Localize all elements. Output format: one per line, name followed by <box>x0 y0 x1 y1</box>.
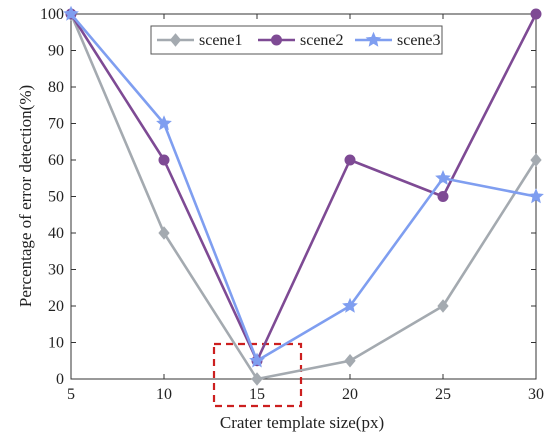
data-point-scene2 <box>530 8 542 20</box>
data-point-scene2 <box>158 154 170 166</box>
data-point-scene3 <box>156 115 172 131</box>
plot-series <box>63 5 544 386</box>
legend-box <box>150 25 443 55</box>
data-point-scene2 <box>344 154 356 166</box>
y-tick-label: 10 <box>48 335 64 352</box>
y-tick-label: 100 <box>40 6 64 23</box>
series-scene2 <box>65 8 542 367</box>
axes: 5 10 15 20 25 30 0 10 20 30 40 50 60 70 80 90 100 <box>40 6 544 403</box>
series-scene1 <box>65 7 542 386</box>
data-point-scene3 <box>528 188 544 204</box>
data-point-scene1 <box>437 299 449 313</box>
x-tick-label: 15 <box>249 386 265 403</box>
data-point-scene2 <box>437 191 449 202</box>
series-scene3 <box>63 5 544 368</box>
y-axis-label: Percentage of error detection(%) <box>16 85 35 307</box>
y-tick-label: 0 <box>56 371 64 388</box>
legend-marker-scene2 <box>271 34 282 46</box>
plot-frame <box>70 13 537 380</box>
legend: scene1 scene2 scene3 <box>150 25 443 55</box>
series-line-scene2 <box>69 13 538 363</box>
series-line-scene1 <box>69 13 538 381</box>
data-point-scene1 <box>251 372 263 386</box>
x-tick-label: 30 <box>528 386 544 403</box>
legend-label-scene1: scene1 <box>199 32 243 49</box>
legend-label-scene2: scene2 <box>300 32 344 49</box>
highlight-rectangle <box>212 342 303 408</box>
data-point-scene3 <box>63 5 79 21</box>
data-point-scene1 <box>344 353 356 368</box>
data-point-scene3 <box>249 352 265 368</box>
series-line-scene3 <box>70 13 537 363</box>
y-tick-label: 60 <box>48 152 64 169</box>
y-tick-label: 50 <box>48 189 64 206</box>
x-tick-label: 5 <box>67 386 75 403</box>
legend-marker-scene1 <box>169 33 182 47</box>
y-tick-label: 40 <box>48 225 64 242</box>
data-point-scene1 <box>530 153 542 167</box>
highlight-box <box>212 342 303 408</box>
x-tick-label: 25 <box>435 386 451 403</box>
data-point-scene3 <box>342 297 358 313</box>
legend-label-scene3: scene3 <box>397 32 441 49</box>
x-tick-label: 20 <box>342 386 358 403</box>
y-tick-label: 20 <box>48 298 64 315</box>
y-tick-label: 30 <box>48 262 64 279</box>
data-point-scene3 <box>435 169 451 185</box>
data-point-scene1 <box>158 226 170 240</box>
y-tick-label: 70 <box>48 116 64 133</box>
legend-marker-scene3 <box>365 31 382 47</box>
y-tick-label: 90 <box>48 43 64 60</box>
x-tick-label: 10 <box>156 386 172 403</box>
y-tick-label: 80 <box>48 79 64 96</box>
x-axis-label: Crater template size(px) <box>220 413 384 432</box>
